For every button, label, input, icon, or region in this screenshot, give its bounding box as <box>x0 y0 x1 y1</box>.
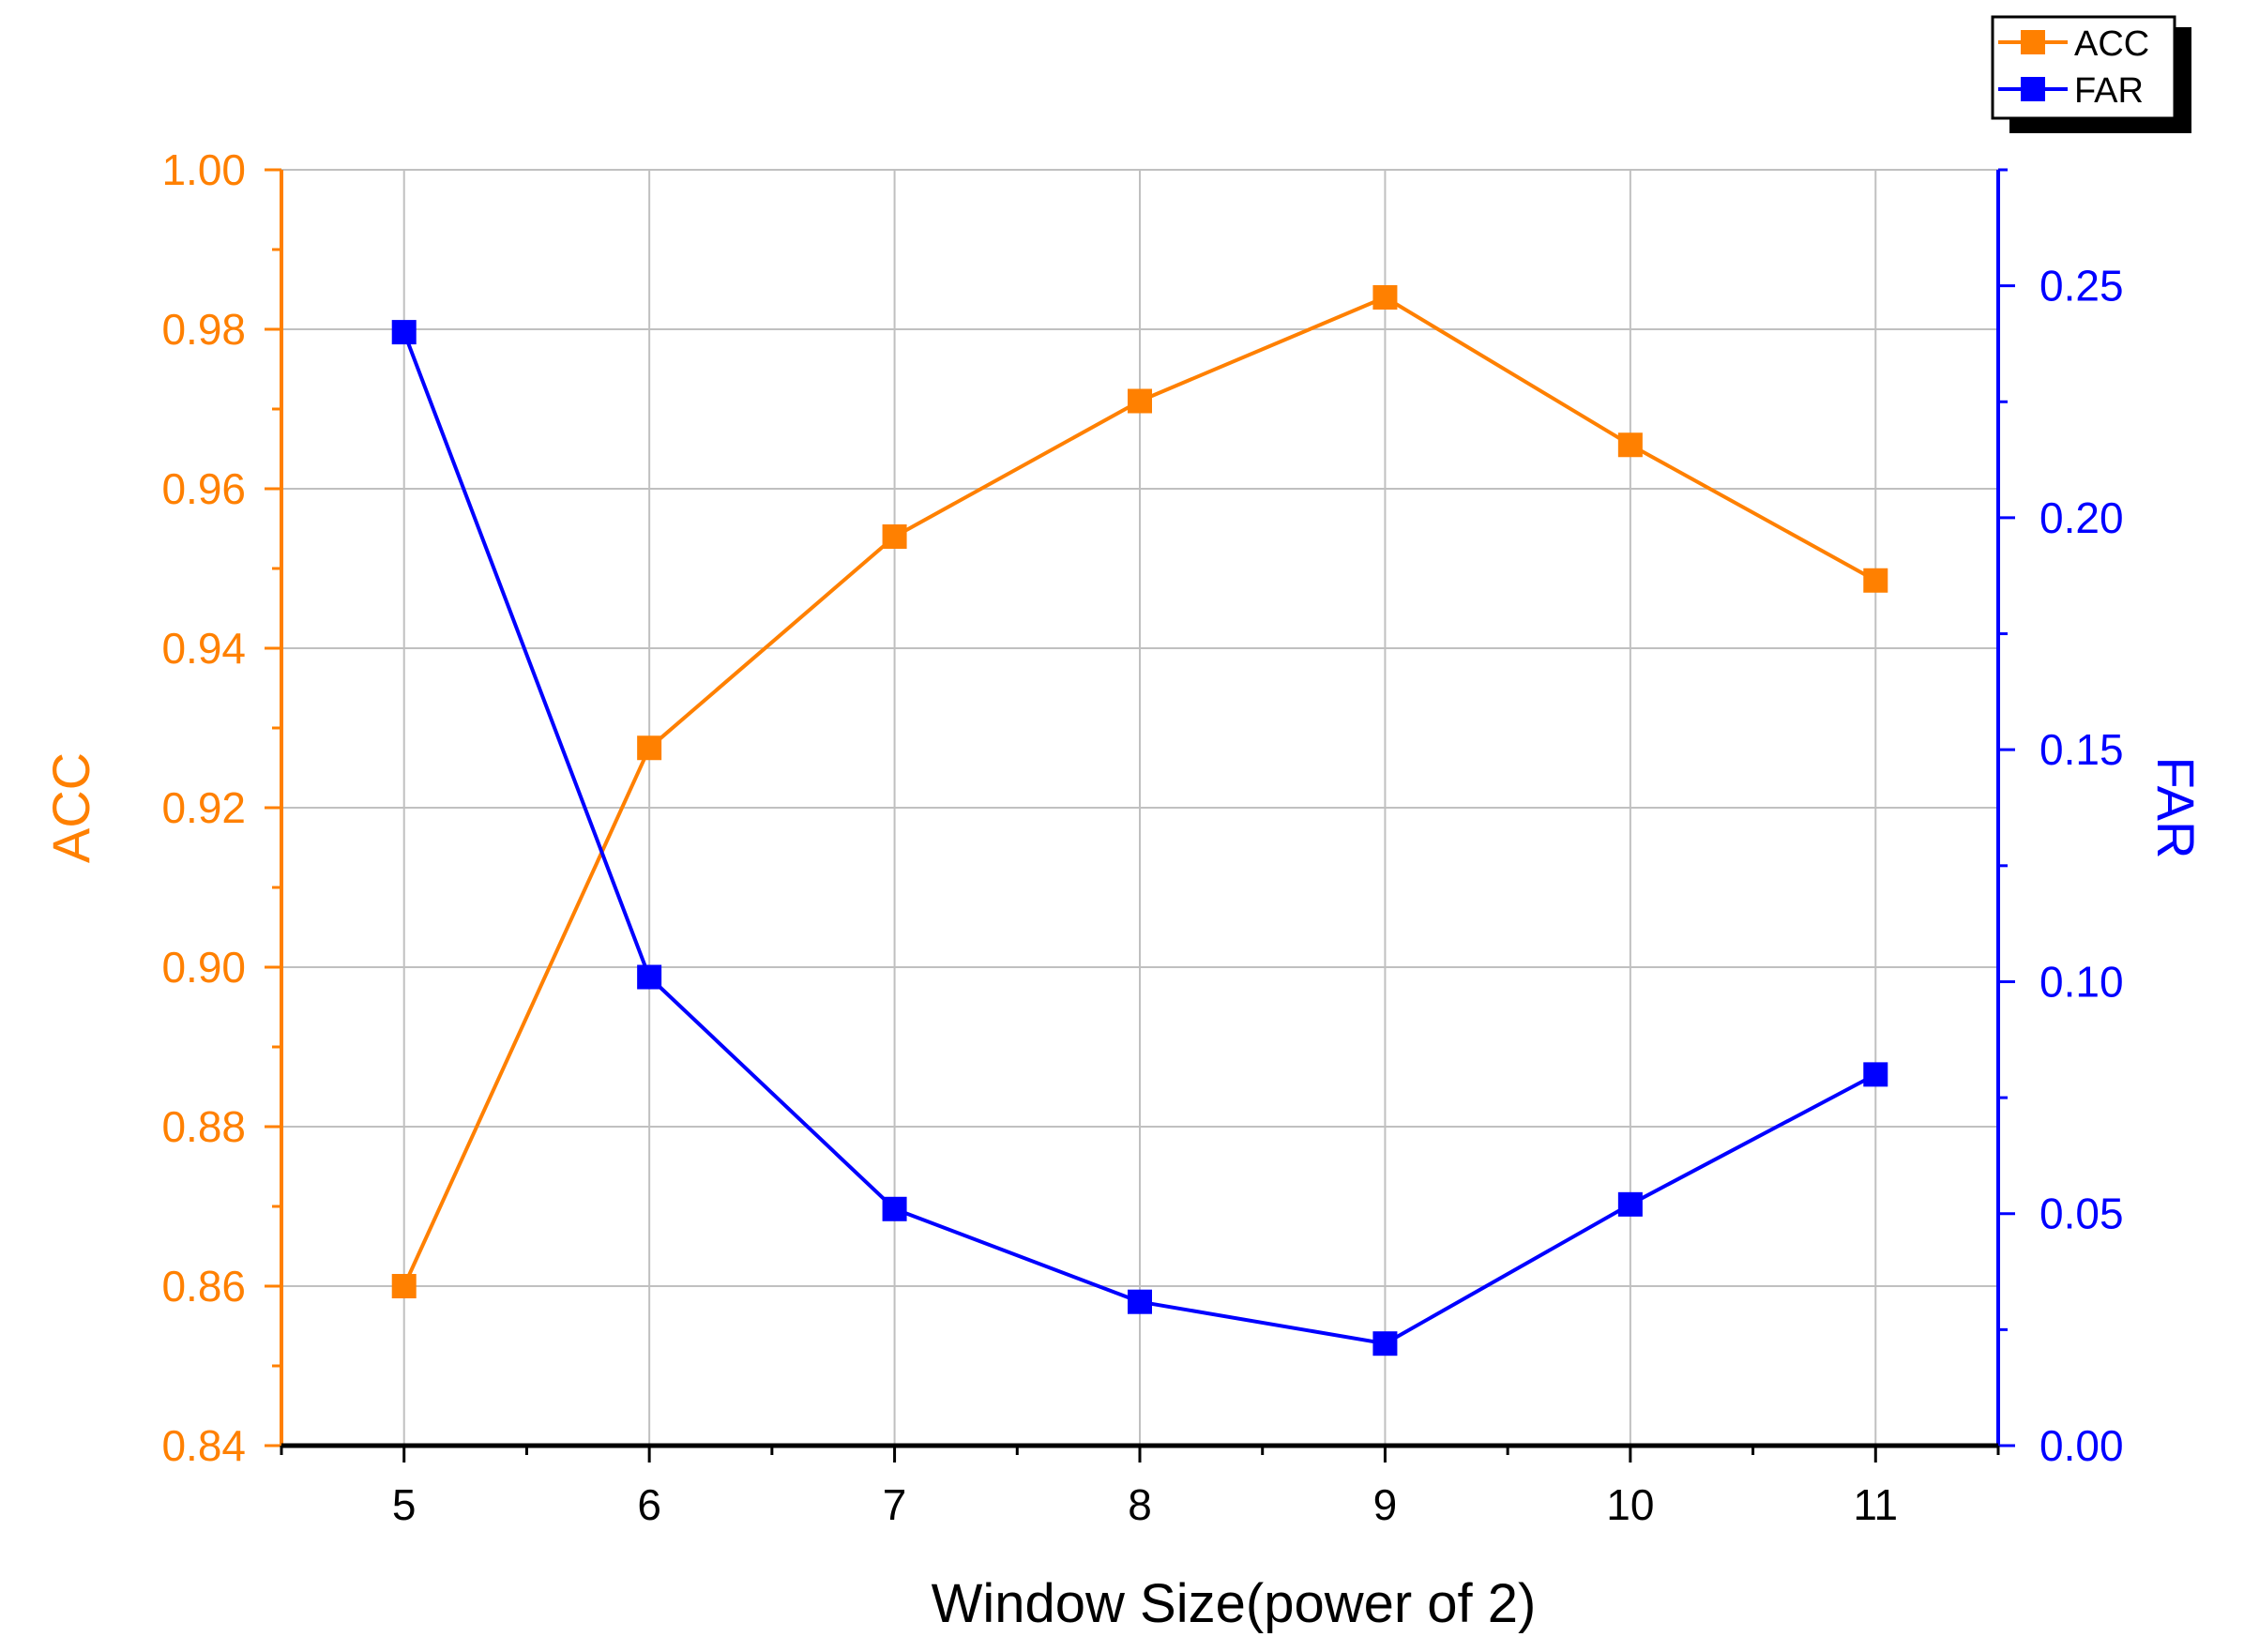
y-axis-left-tick-label: 0.94 <box>161 624 246 673</box>
y-axis-left-tick-label: 0.98 <box>161 305 246 354</box>
x-axis-tick-label: 11 <box>1853 1480 1898 1529</box>
data-point-far <box>637 964 662 990</box>
x-axis-tick-label: 6 <box>637 1480 661 1529</box>
x-axis-tick-label: 7 <box>883 1480 907 1529</box>
data-point-far <box>391 320 417 345</box>
y-axis-right-label: FAR <box>2146 757 2206 859</box>
y-axis-left-tick-label: 0.90 <box>161 943 246 992</box>
x-axis-label: Window Size(power of 2) <box>932 1573 1537 1634</box>
y-axis-right-tick-label: 0.00 <box>2039 1421 2124 1470</box>
y-axis-right-tick-label: 0.20 <box>2039 493 2124 542</box>
x-axis-tick-label: 8 <box>1128 1480 1152 1529</box>
data-point-acc <box>391 1274 417 1298</box>
legend-label-acc: ACC <box>2074 24 2149 64</box>
data-point-acc <box>882 524 907 549</box>
legend-marker-far <box>2021 77 2045 101</box>
y-axis-right-tick-label: 0.15 <box>2039 725 2124 774</box>
data-point-acc <box>1128 388 1152 414</box>
data-point-far <box>1128 1289 1152 1314</box>
y-axis-right-tick-label: 0.25 <box>2039 262 2124 311</box>
y-axis-left-tick-label: 0.88 <box>161 1102 246 1151</box>
y-axis-left-tick-label: 0.92 <box>161 783 246 832</box>
legend: ACC FAR <box>1991 15 2191 133</box>
data-point-far <box>1617 1191 1643 1217</box>
data-point-far <box>1372 1331 1398 1356</box>
legend-marker-acc <box>2021 30 2045 54</box>
legend-label-far: FAR <box>2074 71 2144 111</box>
data-point-far <box>1863 1062 1888 1087</box>
y-axis-left-tick-label: 0.96 <box>161 464 246 513</box>
x-axis-tick-label: 10 <box>1606 1480 1654 1529</box>
x-axis-tick-label: 5 <box>392 1480 417 1529</box>
series-layer <box>391 285 1888 1356</box>
data-point-acc <box>1617 432 1643 458</box>
y-axis-left-tick-label: 0.84 <box>161 1421 246 1470</box>
y-axis-right-tick-label: 0.05 <box>2039 1190 2124 1238</box>
y-axis-left-tick-label: 0.86 <box>161 1262 246 1311</box>
data-point-acc <box>1863 568 1888 593</box>
y-axis-left-tick-label: 1.00 <box>161 145 246 194</box>
data-point-acc <box>637 735 662 761</box>
y-axis-left-label: ACC <box>41 752 100 863</box>
data-point-far <box>882 1196 907 1221</box>
y-axis-right-tick-label: 0.10 <box>2039 957 2124 1006</box>
x-axis-tick-label: 9 <box>1373 1480 1398 1529</box>
axes: 0.84 0.86 0.88 0.90 0.92 0.94 0.96 0.98 1.00 ACC 0… <box>41 145 2206 1634</box>
data-point-acc <box>1372 285 1398 310</box>
